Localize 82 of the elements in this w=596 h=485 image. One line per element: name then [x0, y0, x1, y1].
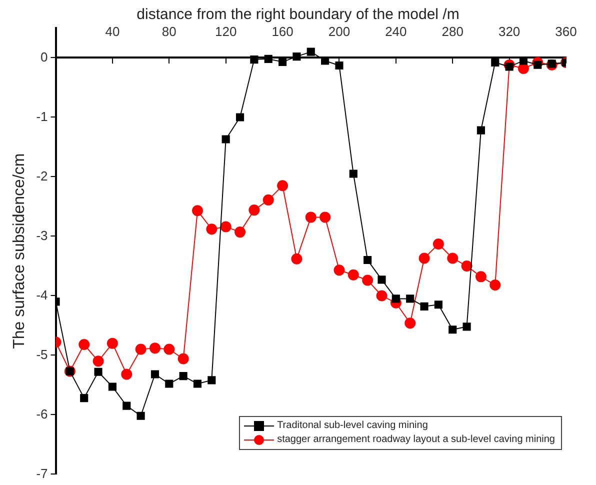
point — [505, 62, 514, 71]
point — [406, 294, 414, 303]
point — [420, 302, 428, 310]
legend-label: stagger arrangement roadway layout a sub-level caving mining — [277, 433, 555, 448]
point — [150, 370, 160, 378]
point — [432, 238, 444, 250]
point — [534, 60, 542, 69]
y-tick-label: -2 — [36, 168, 48, 184]
point — [320, 212, 331, 223]
y-tick-label: 0 — [40, 49, 48, 64]
point — [178, 353, 189, 364]
point — [78, 339, 90, 350]
x-tick-label: 160 — [272, 24, 294, 40]
y-axis-title: The surface subsidence/cm — [11, 153, 28, 349]
point — [135, 344, 146, 355]
point — [305, 212, 316, 223]
point — [491, 58, 500, 67]
point — [206, 224, 218, 235]
point — [164, 344, 175, 355]
y-tick-label: -3 — [36, 228, 48, 243]
point — [392, 294, 400, 303]
point — [475, 271, 486, 282]
point — [234, 226, 246, 238]
x-tick-label: 240 — [385, 24, 407, 40]
x-tick-label: 360 — [555, 24, 577, 40]
point — [94, 368, 102, 376]
point — [192, 205, 203, 216]
point — [220, 221, 232, 232]
point — [434, 300, 442, 309]
point — [278, 58, 287, 66]
point — [250, 55, 258, 64]
point — [447, 252, 458, 264]
y-tick-label: -7 — [36, 466, 48, 481]
point — [277, 180, 288, 192]
point — [291, 253, 302, 264]
point — [92, 356, 104, 367]
point — [122, 402, 131, 410]
point — [376, 290, 388, 302]
point — [335, 61, 344, 70]
point — [222, 135, 230, 144]
point — [108, 382, 116, 391]
point — [179, 372, 188, 380]
point — [236, 113, 244, 122]
x-tick-label: 320 — [498, 24, 520, 40]
point — [462, 322, 471, 331]
point — [262, 194, 274, 206]
x-tick-label: 280 — [442, 24, 464, 40]
point — [334, 264, 345, 276]
point — [404, 318, 416, 329]
point — [248, 204, 260, 216]
point — [208, 376, 216, 384]
point — [292, 52, 301, 61]
point — [306, 48, 315, 56]
point — [378, 276, 386, 284]
x-axis-title: distance from the right boundary of the model /m — [136, 6, 460, 23]
y-tick-label: -4 — [36, 287, 48, 302]
legend-label: Traditonal sub-level caving mining — [277, 419, 428, 434]
point — [149, 342, 160, 354]
y-tick-label: -5 — [36, 346, 48, 362]
x-tick-label: 80 — [162, 24, 176, 40]
point — [165, 380, 174, 388]
point — [80, 394, 88, 402]
point — [193, 380, 202, 388]
x-tick-label: 120 — [214, 24, 237, 40]
point — [418, 252, 430, 264]
point — [476, 126, 485, 134]
point — [136, 412, 145, 420]
point — [264, 54, 272, 63]
y-tick-label: -1 — [36, 108, 48, 124]
y-tick-label: -6 — [36, 406, 48, 422]
point — [121, 368, 132, 380]
point — [548, 60, 556, 68]
point — [349, 170, 358, 178]
point — [364, 256, 372, 264]
x-tick-label: 40 — [105, 24, 120, 40]
point — [490, 280, 501, 291]
point — [348, 269, 359, 280]
point — [448, 326, 457, 334]
point — [106, 338, 118, 349]
x-tick-label: 200 — [328, 24, 350, 40]
point — [362, 274, 374, 286]
point — [461, 260, 472, 272]
